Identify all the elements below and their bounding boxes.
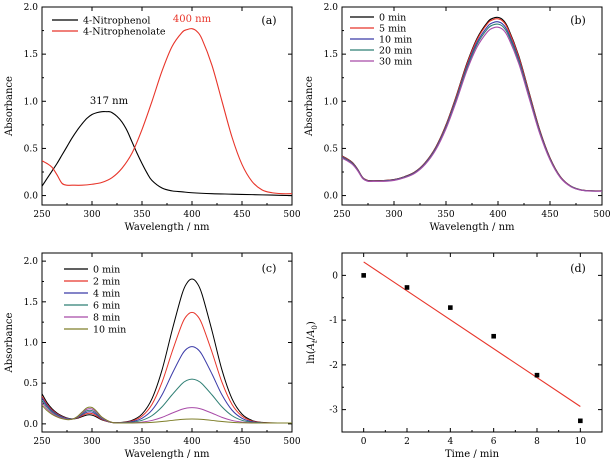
legend-label: 30 min [379, 57, 412, 68]
x-tick-label: 250 [333, 210, 350, 220]
y-tick-label: 0.5 [324, 144, 339, 154]
x-axis-label: Wavelength / nm [124, 449, 210, 460]
plot-frame [341, 252, 603, 433]
y-tick-label: 1.5 [24, 298, 39, 308]
legend-label: 0 min [379, 13, 406, 24]
x-tick-label: 300 [83, 210, 100, 220]
series-line-black [42, 111, 292, 197]
peak-annotation: 317 nm [90, 96, 129, 107]
legend-label: 4-Nitrophenolate [83, 27, 166, 38]
x-tick-label: 10 [575, 437, 587, 447]
x-tick-label: 500 [593, 210, 610, 220]
x-tick-label: 450 [233, 210, 250, 220]
y-tick-label: 0.0 [324, 192, 339, 202]
data-point [534, 372, 540, 378]
panel-label: (b) [570, 14, 586, 27]
legend-label: 6 min [93, 301, 120, 312]
x-tick-label: 2 [404, 437, 410, 447]
y-tick-label: 0 [332, 271, 338, 281]
x-tick-label: 250 [33, 437, 50, 447]
data-point [404, 285, 410, 290]
legend-label: 0 min [93, 265, 120, 276]
x-tick-label: 6 [491, 437, 497, 447]
series-line-olive [42, 404, 292, 424]
series-line-blue [42, 346, 292, 424]
x-tick-label: 4 [447, 437, 453, 447]
legend-label: 2 min [93, 277, 120, 288]
series-line-purple [42, 402, 292, 424]
y-tick-label: 1.0 [324, 97, 339, 107]
data-point [361, 273, 366, 278]
x-tick-label: 500 [283, 210, 300, 220]
y-axis-label: Absorbance [4, 76, 15, 137]
y-tick-label: 2.0 [24, 257, 39, 267]
legend-label: 8 min [93, 313, 120, 324]
y-tick-label: -3 [329, 406, 338, 416]
x-tick-label: 350 [133, 210, 150, 220]
x-tick-label: 400 [183, 437, 200, 447]
x-tick-label: 400 [489, 210, 506, 220]
y-tick-label: 1.5 [324, 50, 339, 60]
x-axis-label: Time / min [445, 449, 500, 460]
legend-label: 10 min [379, 35, 412, 46]
x-tick-label: 450 [233, 437, 250, 447]
y-tick-label: -2 [329, 361, 338, 371]
x-tick-label: 300 [385, 210, 402, 220]
data-point [578, 418, 583, 424]
x-tick-label: 350 [133, 437, 150, 447]
y-tick-label: 1.0 [24, 97, 39, 107]
data-point [491, 333, 496, 339]
legend-label: 4 min [93, 289, 120, 300]
x-tick-label: 400 [183, 210, 200, 220]
y-tick-label: 1.5 [24, 50, 39, 60]
y-tick-label: 1.0 [24, 339, 39, 349]
data-point [448, 305, 453, 310]
panel-label: (d) [570, 262, 586, 275]
series-line-purple [342, 26, 602, 192]
y-tick-label: 0.5 [24, 144, 39, 154]
y-tick-label: 0.5 [24, 379, 39, 389]
legend-label: 10 min [93, 325, 126, 336]
peak-annotation: 400 nm [173, 14, 212, 25]
plot-frame [41, 6, 293, 206]
series-line-red [42, 28, 292, 195]
plot-frame [41, 252, 293, 433]
panel-label: (c) [262, 262, 277, 275]
x-tick-label: 250 [33, 210, 50, 220]
y-tick-label: -1 [329, 316, 338, 326]
legend-label: 4-Nitrophenol [83, 16, 150, 27]
y-tick-label: 0.0 [24, 420, 39, 430]
panel-2-axes: 250 300 350 400 450 500 0.0 0.5 1.0 1.5 2.0 Wavelen… [24, 252, 301, 460]
legend-label: 5 min [379, 24, 406, 35]
x-axis-label: Wavelength / nm [124, 222, 210, 233]
x-tick-label: 350 [437, 210, 454, 220]
legend-label: 20 min [379, 46, 412, 57]
panel-1-axes: 250 300 350 400 450 500 0.0 0.5 1.0 1.5 2.0 Wavelen… [324, 3, 611, 233]
y-tick-label: 2.0 [24, 3, 39, 13]
y-tick-label: 2.0 [324, 3, 339, 13]
panel-label: (a) [261, 14, 276, 27]
x-tick-label: 300 [83, 437, 100, 447]
x-tick-label: 500 [283, 437, 300, 447]
x-tick-label: 450 [541, 210, 558, 220]
x-tick-label: 0 [361, 437, 367, 447]
panel-0-axes: 250 300 350 400 450 500 0.0 0.5 1.0 1.5 2.0 Wavelen… [24, 3, 301, 233]
fit-line [363, 261, 581, 407]
y-axis-label: ln(At/A0) [306, 321, 319, 364]
x-tick-label: 8 [534, 437, 540, 447]
panel-3-axes: 0 2 4 6 8 10 0 -1 -2 -3 Time / min (d) [329, 252, 603, 460]
y-tick-label: 0.0 [24, 192, 39, 202]
x-axis-label: Wavelength / nm [429, 222, 515, 233]
y-axis-label: Absorbance [304, 76, 315, 137]
y-axis-label: Absorbance [4, 312, 15, 373]
